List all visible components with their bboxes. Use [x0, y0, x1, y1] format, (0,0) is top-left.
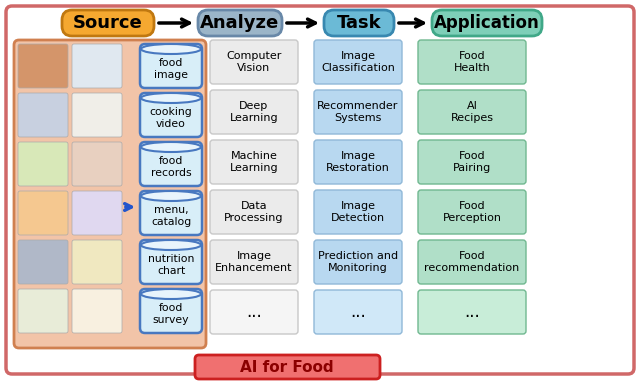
Text: menu,
catalog: menu, catalog	[151, 205, 191, 227]
Ellipse shape	[141, 289, 201, 299]
Text: ...: ...	[246, 303, 262, 321]
Ellipse shape	[141, 93, 201, 103]
FancyBboxPatch shape	[18, 289, 68, 333]
FancyBboxPatch shape	[432, 10, 542, 36]
FancyBboxPatch shape	[6, 6, 634, 374]
Text: Image
Restoration: Image Restoration	[326, 151, 390, 173]
FancyBboxPatch shape	[314, 240, 402, 284]
FancyBboxPatch shape	[210, 240, 298, 284]
Text: nutrition
chart: nutrition chart	[148, 254, 194, 276]
FancyBboxPatch shape	[72, 240, 122, 284]
FancyBboxPatch shape	[195, 355, 380, 379]
FancyBboxPatch shape	[324, 10, 394, 36]
Text: Computer
Vision: Computer Vision	[227, 51, 282, 73]
Text: Image
Classification: Image Classification	[321, 51, 395, 73]
Text: Food
recommendation: Food recommendation	[424, 251, 520, 273]
FancyBboxPatch shape	[210, 40, 298, 84]
FancyBboxPatch shape	[72, 191, 122, 235]
FancyBboxPatch shape	[198, 10, 282, 36]
FancyBboxPatch shape	[72, 44, 122, 88]
Text: ...: ...	[464, 303, 480, 321]
FancyBboxPatch shape	[140, 142, 202, 186]
Text: AI for Food: AI for Food	[240, 360, 334, 374]
FancyBboxPatch shape	[18, 93, 68, 137]
Text: ...: ...	[350, 303, 366, 321]
Ellipse shape	[141, 44, 201, 54]
Text: Source: Source	[73, 14, 143, 32]
Text: food
survey: food survey	[153, 303, 189, 325]
Text: Machine
Learning: Machine Learning	[230, 151, 278, 173]
Text: Food
Perception: Food Perception	[442, 201, 502, 223]
FancyBboxPatch shape	[418, 190, 526, 234]
Ellipse shape	[141, 142, 201, 152]
FancyBboxPatch shape	[140, 93, 202, 137]
FancyBboxPatch shape	[140, 240, 202, 284]
FancyBboxPatch shape	[418, 40, 526, 84]
Text: food
records: food records	[150, 156, 191, 178]
Text: food
image: food image	[154, 58, 188, 80]
FancyBboxPatch shape	[72, 289, 122, 333]
FancyBboxPatch shape	[418, 290, 526, 334]
Text: Analyze: Analyze	[200, 14, 280, 32]
Text: Recommender
Systems: Recommender Systems	[317, 101, 399, 123]
FancyBboxPatch shape	[314, 290, 402, 334]
FancyBboxPatch shape	[18, 191, 68, 235]
FancyBboxPatch shape	[314, 190, 402, 234]
FancyBboxPatch shape	[140, 191, 202, 235]
FancyBboxPatch shape	[18, 142, 68, 186]
FancyBboxPatch shape	[210, 290, 298, 334]
FancyBboxPatch shape	[418, 240, 526, 284]
FancyBboxPatch shape	[210, 90, 298, 134]
FancyBboxPatch shape	[72, 93, 122, 137]
FancyBboxPatch shape	[140, 44, 202, 88]
Text: AI
Recipes: AI Recipes	[451, 101, 493, 123]
Text: Data
Processing: Data Processing	[224, 201, 284, 223]
Text: Image
Enhancement: Image Enhancement	[215, 251, 292, 273]
Ellipse shape	[141, 191, 201, 201]
FancyBboxPatch shape	[72, 142, 122, 186]
FancyBboxPatch shape	[314, 40, 402, 84]
Text: Image
Detection: Image Detection	[331, 201, 385, 223]
FancyBboxPatch shape	[314, 140, 402, 184]
FancyBboxPatch shape	[140, 289, 202, 333]
Ellipse shape	[141, 240, 201, 250]
Text: Food
Pairing: Food Pairing	[453, 151, 491, 173]
FancyBboxPatch shape	[418, 90, 526, 134]
FancyBboxPatch shape	[210, 140, 298, 184]
Text: Application: Application	[434, 14, 540, 32]
Text: Deep
Learning: Deep Learning	[230, 101, 278, 123]
Text: cooking
video: cooking video	[150, 107, 193, 129]
Text: Prediction and
Monitoring: Prediction and Monitoring	[318, 251, 398, 273]
FancyBboxPatch shape	[14, 40, 206, 348]
FancyBboxPatch shape	[314, 90, 402, 134]
FancyBboxPatch shape	[418, 140, 526, 184]
FancyBboxPatch shape	[62, 10, 154, 36]
FancyBboxPatch shape	[18, 240, 68, 284]
Text: Task: Task	[337, 14, 381, 32]
Text: Food
Health: Food Health	[454, 51, 490, 73]
FancyBboxPatch shape	[18, 44, 68, 88]
FancyBboxPatch shape	[210, 190, 298, 234]
